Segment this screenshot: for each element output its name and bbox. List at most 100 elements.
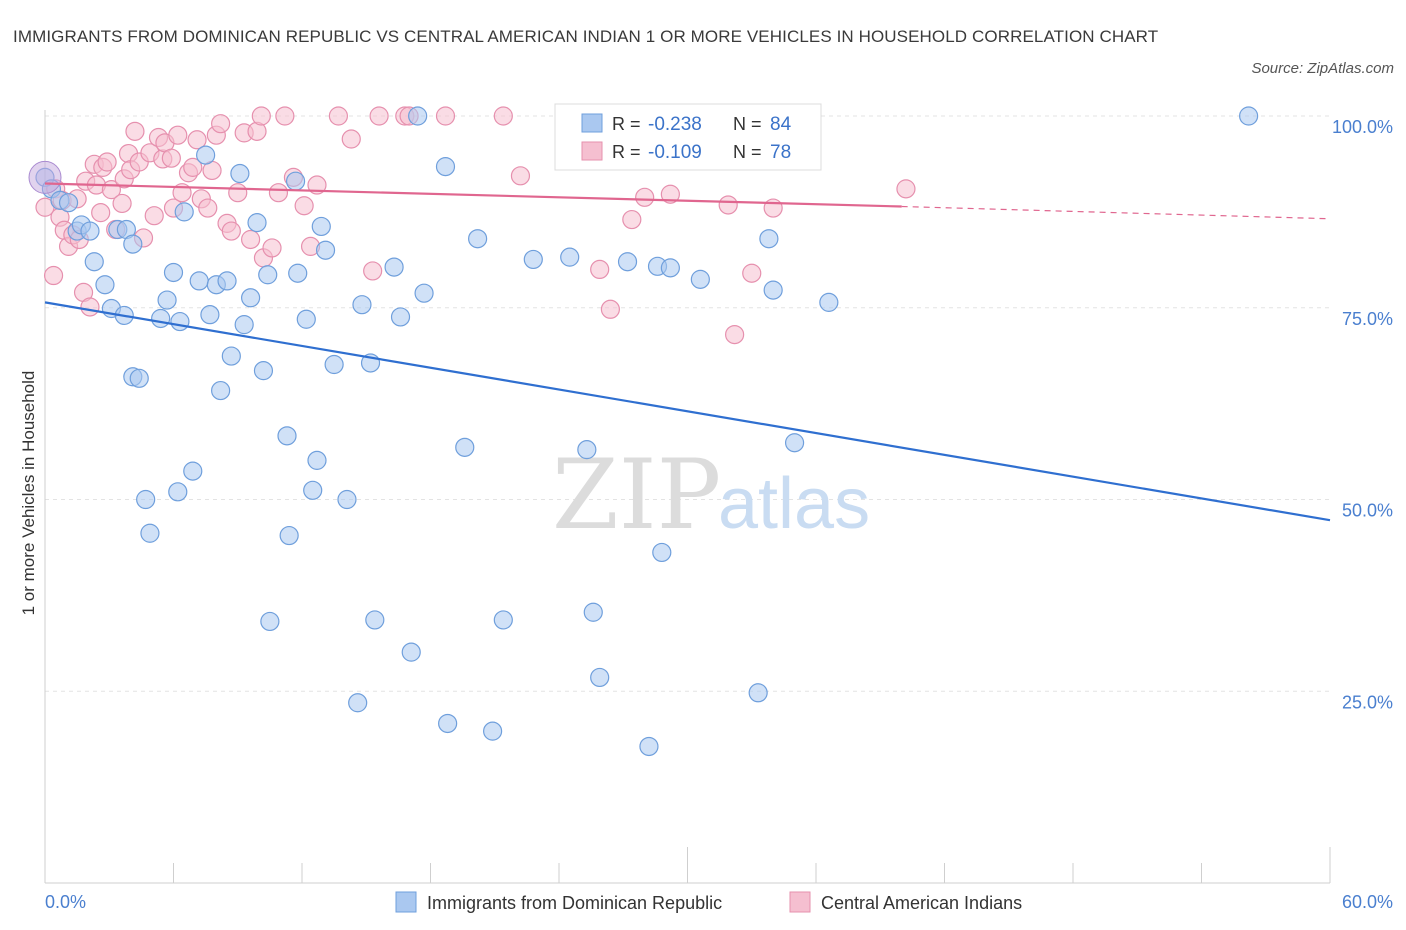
- pink-point: [183, 157, 203, 177]
- y-tick-labels: 25.0% 50.0% 75.0% 100.0%: [1332, 117, 1393, 712]
- stats-n-value-pink: 78: [770, 142, 791, 163]
- pink-point: [660, 184, 680, 204]
- pink-point: [307, 175, 327, 195]
- source-credit: Source: ZipAtlas.com: [1251, 60, 1394, 77]
- blue-point: [401, 642, 421, 662]
- stats-r-label-pink: R =: [612, 142, 641, 162]
- blue-point: [189, 271, 209, 291]
- blue-point: [253, 361, 274, 381]
- blue-point: [337, 489, 357, 510]
- blue-point: [438, 713, 458, 734]
- pink-point: [328, 106, 349, 126]
- pink-point: [763, 198, 783, 218]
- pink-point: [493, 106, 513, 126]
- blue-point: [140, 523, 160, 543]
- pink-point: [211, 114, 231, 134]
- pink-point: [43, 265, 64, 286]
- blue-point: [80, 221, 100, 241]
- pink-point: [435, 106, 456, 126]
- blue-point: [324, 354, 344, 375]
- blue-point: [468, 229, 488, 249]
- pink-point: [125, 121, 145, 141]
- blue-point: [784, 433, 805, 453]
- pink-point: [97, 152, 117, 172]
- blue-point: [95, 275, 115, 295]
- blue-point: [168, 482, 188, 502]
- blue-point: [390, 307, 411, 327]
- blue-point: [129, 368, 149, 388]
- blue-point: [315, 240, 336, 260]
- blue-point: [230, 163, 250, 184]
- pink-point: [600, 299, 621, 319]
- blue-point: [583, 602, 603, 622]
- blue-point: [590, 667, 610, 688]
- blue-point: [234, 315, 254, 335]
- pink-point: [510, 166, 531, 186]
- pink-point: [161, 148, 181, 168]
- blue-point: [1239, 106, 1259, 126]
- stats-r-value-blue: -0.238: [648, 114, 702, 135]
- blue-point: [748, 683, 768, 703]
- blue-point: [247, 213, 267, 233]
- blue-point: [523, 249, 543, 270]
- pink-point: [622, 209, 642, 230]
- pink-point: [262, 238, 282, 258]
- blue-point: [384, 257, 404, 277]
- pink-point: [590, 259, 610, 279]
- blue-point: [174, 202, 194, 222]
- blue-point: [639, 736, 659, 757]
- chart-title: IMMIGRANTS FROM DOMINICAN REPUBLIC VS CE…: [13, 27, 1159, 46]
- blue-point: [288, 263, 308, 283]
- pink-point: [80, 297, 100, 317]
- watermark: ZIP atlas: [552, 439, 870, 551]
- stats-r-label-blue: R =: [612, 114, 641, 134]
- y-axis-label: 1 or more Vehicles in Household: [19, 371, 38, 616]
- blue-point: [455, 437, 475, 457]
- blue-point: [157, 290, 177, 310]
- trend-line-blue: [44, 301, 1331, 522]
- blue-point: [307, 450, 327, 470]
- blue-point: [303, 480, 323, 500]
- pink-point: [228, 183, 248, 203]
- watermark-atlas: atlas: [718, 464, 870, 544]
- blue-point: [151, 308, 171, 329]
- pink-point: [896, 179, 916, 199]
- pink-point: [91, 203, 111, 223]
- pink-point: [187, 130, 207, 150]
- blue-point: [211, 380, 231, 401]
- series-legend-swatch-blue: [395, 891, 417, 913]
- y-tick-label: 25.0%: [1342, 692, 1393, 712]
- blue-point: [311, 216, 331, 237]
- blue-point: [690, 269, 710, 289]
- blue-point: [493, 610, 513, 630]
- trend-line-pink: [44, 182, 902, 208]
- series-legend-label-blue: Immigrants from Dominican Republic: [427, 893, 722, 913]
- stats-legend: R = -0.238 N = 84 R = -0.109 N = 78: [554, 103, 822, 171]
- stats-n-label-blue: N =: [733, 114, 762, 134]
- pink-point: [341, 129, 361, 149]
- pink-point: [221, 221, 241, 241]
- blue-point: [577, 440, 597, 460]
- blue-point: [560, 247, 580, 267]
- pink-point: [168, 125, 188, 145]
- y-tick-label: 100.0%: [1332, 117, 1393, 137]
- blue-point: [617, 252, 638, 272]
- blue-point: [217, 271, 237, 291]
- blue-point: [352, 295, 372, 315]
- series-legend-label-pink: Central American Indians: [821, 893, 1022, 913]
- stats-n-label-pink: N =: [733, 142, 762, 162]
- blue-point: [763, 280, 783, 300]
- blue-point: [819, 292, 839, 312]
- pink-point: [369, 106, 389, 126]
- series-legend-swatch-pink: [789, 891, 811, 913]
- cluster-point: [28, 160, 62, 194]
- blue-point: [296, 309, 316, 329]
- stats-legend-swatch-pink: [581, 141, 603, 161]
- blue-point: [660, 258, 680, 278]
- pink-point: [275, 106, 295, 126]
- pink-point: [144, 206, 164, 226]
- blue-point: [200, 305, 220, 325]
- blue-point: [136, 489, 156, 510]
- blue-point: [414, 283, 434, 303]
